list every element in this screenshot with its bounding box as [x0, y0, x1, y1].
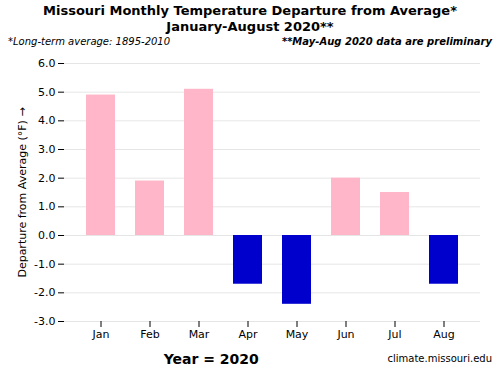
svg-text:-3.0: -3.0 — [34, 315, 55, 328]
html-text:*Long-term average: 1895-2010: *Long-term average: 1895-2010 — [8, 36, 171, 47]
svg-text:Jun: Jun — [336, 328, 354, 341]
html-text:January-August 2020**: January-August 2020** — [166, 19, 334, 34]
svg-text:Aug: Aug — [433, 328, 454, 341]
svg-text:Feb: Feb — [140, 328, 159, 341]
svg-text:-1.0: -1.0 — [34, 258, 55, 271]
svg-text:6.0: 6.0 — [38, 57, 56, 70]
svg-text:Jul: Jul — [387, 328, 401, 341]
html-text:Missouri Monthly Temperature D: Missouri Monthly Temperature Departure f… — [43, 3, 457, 18]
svg-text:-2.0: -2.0 — [34, 286, 55, 299]
svg-text:Mar: Mar — [189, 328, 210, 341]
svg-text:0.0: 0.0 — [38, 229, 56, 242]
svg-text:4.0: 4.0 — [38, 114, 56, 127]
svg-text:Apr: Apr — [238, 328, 258, 341]
svg-text:5.0: 5.0 — [38, 86, 56, 99]
svg-text:2.0: 2.0 — [38, 172, 56, 185]
html-text:**May-Aug 2020 data are prelim: **May-Aug 2020 data are preliminary — [281, 36, 492, 47]
svg-text:Departure from Average (°F) →: Departure from Average (°F) → — [16, 107, 29, 277]
svg-text:3.0: 3.0 — [38, 143, 56, 156]
svg-text:Jan: Jan — [92, 328, 110, 341]
html-text:climate.missouri.edu: climate.missouri.edu — [387, 353, 492, 364]
svg-text:1.0: 1.0 — [38, 200, 56, 213]
html-text:Year = 2020: Year = 2020 — [163, 351, 259, 367]
svg-text:May: May — [286, 328, 309, 341]
